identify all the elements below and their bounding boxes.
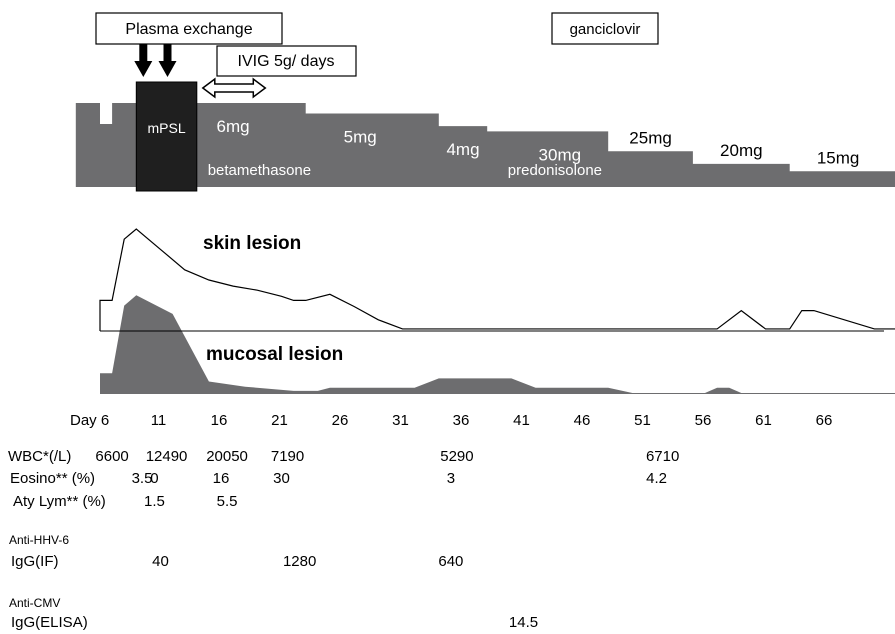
day-axis: Day 6 11 16 21 26 31 36 41 46 51 56 61 66 [70,412,832,429]
dose-label: 20mg [720,141,763,160]
plasma-exchange-arrow [134,44,153,77]
lab-row-label: Eosino** (%) [10,470,95,487]
lab-value: 3.5 [132,470,153,487]
steroid-dose-area [75,103,895,187]
antibody-heading: Anti-CMV [9,596,60,610]
lab-value: 16 [213,470,230,487]
dose-label: 6mg [217,117,250,136]
lab-table: WBC*(/L) 6600 12490 20050 7190 5290 6710 Eosino… [8,448,679,631]
lab-value: 6600 [95,448,128,465]
day-tick-label: 11 [151,412,167,429]
ivig-double-arrow [201,77,267,99]
antibody-heading: Anti-HHV-6 [9,533,69,547]
skin-lesion-label: skin lesion [203,233,301,254]
lab-value: 5290 [440,448,473,465]
dose-label: 25mg [629,128,672,147]
day-tick-label: 46 [574,412,591,429]
dose-label: 15mg [817,148,860,167]
day-tick-label: 51 [634,412,651,429]
day-tick-label: 31 [392,412,409,429]
betamethasone-label: betamethasone [208,162,311,179]
lab-value: 7190 [271,448,304,465]
ivig-marker: IVIG 5g/ days [201,45,357,99]
lab-value: 3 [447,470,455,487]
antibody-row-label: IgG(IF) [11,553,59,570]
antibody-value: 14.5 [509,614,538,631]
day-tick-label: 16 [211,412,228,429]
lab-value: 0 [150,470,158,487]
plasma-exchange-label: Plasma exchange [125,21,252,38]
day-tick-label: 26 [332,412,349,429]
lab-value: 4.2 [646,470,667,487]
dose-labels: 6mg5mg4mg30mg25mg20mg15mg10mg [217,117,860,167]
dose-label: 30mg [539,145,582,164]
lab-value: 1.5 [144,493,165,510]
plasma-exchange-arrows [134,44,177,77]
lab-value: 12490 [146,448,188,465]
ganciclovir-label: ganciclovir [570,21,641,38]
mpsl-block [135,81,198,192]
dose-label: 5mg [344,128,377,147]
ganciclovir-marker: ganciclovir [551,12,659,45]
day-tick-label: 61 [755,412,772,429]
antibody-value: 40 [152,553,169,570]
predonisolone-label: predonisolone [508,162,602,179]
skin-lesion-line [99,228,895,331]
ivig-label: IVIG 5g/ days [238,53,335,70]
lab-value: 20050 [206,448,248,465]
antibody-value: 1280 [283,553,316,570]
lab-row-label: WBC*(/L) [8,448,71,465]
plasma-exchange-marker: Plasma exchange [95,12,283,77]
mpsl-label: mPSL [147,120,185,136]
day-tick-label: 56 [695,412,712,429]
plasma-exchange-arrow [158,44,177,77]
day-tick-label: 36 [453,412,470,429]
lab-row-label: Aty Lym** (%) [13,493,106,510]
day-tick-label: 41 [513,412,530,429]
day-tick-label: 66 [816,412,833,429]
lab-value: 5.5 [217,493,238,510]
lab-value: 6710 [646,448,679,465]
dose-label: 4mg [446,140,479,159]
lab-value: 30 [273,470,290,487]
mucosal-lesion-label: mucosal lesion [206,344,343,365]
mucosal-lesion-area [100,295,895,394]
antibody-row-label: IgG(ELISA) [11,614,88,631]
day-tick-label: 21 [271,412,288,429]
antibody-value: 640 [438,553,463,570]
day-tick-label: Day 6 [70,412,109,429]
